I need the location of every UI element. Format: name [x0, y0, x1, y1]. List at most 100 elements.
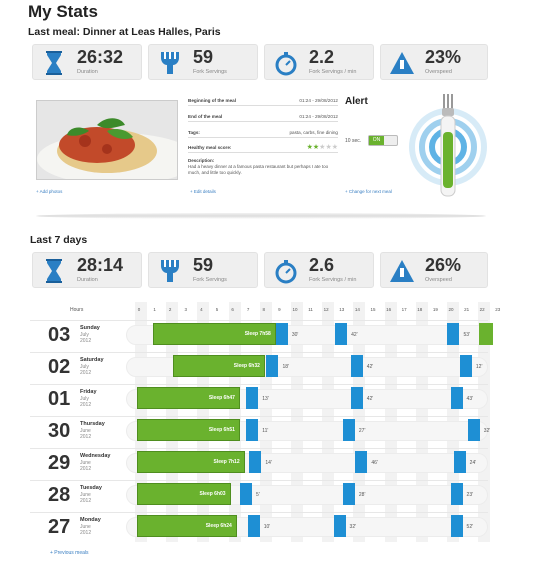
star-icon[interactable]: ★ [325, 144, 332, 151]
meal-bar[interactable] [342, 483, 355, 505]
meal-bar[interactable] [355, 451, 368, 473]
meal-bar[interactable] [450, 387, 463, 409]
meal-bar[interactable] [246, 387, 259, 409]
day-row[interactable]: 30 Thursday June 2012 [30, 416, 488, 444]
sleep-label: Sleep 6h24 [205, 523, 232, 529]
healthy-score-stars[interactable]: ★★★★★ [307, 143, 338, 151]
day-year: 2012 [80, 434, 92, 440]
hour-tick-label: 12 [323, 307, 329, 312]
week-fork-servings-label: Fork Servings [193, 277, 227, 283]
sleep-label: Sleep 7h58 [244, 331, 271, 337]
day-number: 03 [48, 324, 71, 346]
last-7-days-heading: Last 7 days [30, 234, 88, 246]
sleep-bar[interactable]: Sleep 6h32 [172, 355, 265, 377]
week-overspeed-label: Overspeed [425, 277, 452, 283]
previous-meals-link[interactable]: + Previous meals [50, 550, 89, 556]
hour-tick-label: 10 [292, 307, 298, 312]
meal-bar[interactable] [459, 355, 472, 377]
day-name: Friday [80, 389, 97, 395]
meal-bar[interactable] [246, 419, 259, 441]
fork-servings-label: Fork Servings [193, 69, 227, 75]
hour-tick-label: 8 [262, 307, 266, 312]
stopwatch-icon [275, 260, 297, 284]
meal-end-value: 01:24 - 29/08/2012 [299, 114, 338, 119]
week-overspeed-value: 26% [425, 255, 462, 275]
alert-toggle[interactable]: ON [368, 135, 398, 146]
meal-duration-label: 10' [263, 524, 271, 530]
meal-duration-label: 12' [475, 364, 483, 370]
sleep-bar[interactable] [478, 323, 493, 345]
day-row[interactable]: 01 Friday July 2012 [30, 384, 488, 412]
star-icon[interactable]: ★ [331, 144, 338, 151]
meal-tags-key: Tags: [188, 130, 200, 135]
star-icon[interactable]: ★ [306, 144, 313, 151]
sleep-bar[interactable]: Sleep 7h12 [137, 451, 245, 473]
hour-tick-label: 11 [308, 307, 313, 312]
sleep-bar[interactable]: Sleep 6h03 [137, 483, 231, 505]
overspeed-label: Overspeed [425, 69, 452, 75]
meal-tags-value: pasta, carbs, fine dining [289, 130, 338, 135]
meal-detail-card [32, 94, 487, 206]
sleep-label: Sleep 6h51 [208, 427, 235, 433]
edit-details-link[interactable]: + Edit details [190, 189, 216, 194]
meal-duration-label: 30' [291, 332, 299, 338]
sleep-bar[interactable]: Sleep 7h58 [152, 323, 276, 345]
meal-bar[interactable] [275, 323, 288, 345]
meal-bar[interactable] [467, 419, 480, 441]
overspeed-warning-icon [390, 52, 414, 74]
week-rate-value: 2.6 [309, 255, 335, 275]
sleep-bar[interactable]: Sleep 6h47 [137, 387, 240, 409]
week-rate-label: Fork Servings / min [309, 277, 357, 283]
rate-label: Fork Servings / min [309, 69, 357, 75]
day-month: July [80, 332, 89, 338]
alert-toggle-on: ON [369, 136, 384, 145]
section-divider [36, 213, 486, 219]
hapifork-device-icon [409, 94, 487, 197]
day-number: 27 [48, 516, 71, 538]
week-rate-stat: 2.6 Fork Servings / min [264, 252, 374, 288]
meal-bar[interactable] [450, 515, 463, 537]
change-next-meal-link[interactable]: + Change for next meal [345, 189, 392, 194]
hour-tick-label: 9 [278, 307, 281, 312]
day-month: June [80, 524, 91, 530]
star-icon[interactable]: ★ [319, 144, 326, 151]
meal-end-key: End of the meal [188, 114, 223, 119]
meal-duration-label: 32' [349, 524, 357, 530]
meal-bar[interactable] [335, 323, 348, 345]
meal-bar[interactable] [247, 515, 260, 537]
day-year: 2012 [80, 370, 92, 376]
meal-bar[interactable] [342, 419, 355, 441]
meal-bar[interactable] [266, 355, 279, 377]
meal-duration-label: 52' [466, 524, 474, 530]
star-icon[interactable]: ★ [312, 144, 320, 151]
day-year: 2012 [80, 402, 92, 408]
meal-duration-label: 5' [255, 492, 260, 498]
fork-servings-stat: 59 Fork Servings [148, 44, 258, 80]
add-photos-link[interactable]: + Add photos [36, 189, 63, 194]
hour-tick-label: 22 [479, 307, 485, 312]
meal-duration-label: 42' [366, 364, 374, 370]
sleep-bar[interactable]: Sleep 6h24 [137, 515, 237, 537]
day-year: 2012 [80, 466, 92, 472]
day-year: 2012 [80, 498, 92, 504]
duration-stat: 26:32 Duration [32, 44, 142, 80]
day-number: 29 [48, 452, 71, 474]
meal-bar[interactable] [333, 515, 346, 537]
hour-tick-label: 3 [184, 307, 188, 312]
meal-bar[interactable] [350, 355, 363, 377]
meal-photo[interactable] [36, 100, 178, 180]
meal-bar[interactable] [453, 451, 466, 473]
meal-bar[interactable] [447, 323, 460, 345]
week-fork-servings-stat: 59 Fork Servings [148, 252, 258, 288]
hour-tick-label: 7 [246, 307, 250, 312]
sleep-bar[interactable]: Sleep 6h51 [137, 419, 240, 441]
meal-bar[interactable] [239, 483, 252, 505]
hour-tick-label: 17 [401, 307, 407, 312]
day-month: July [80, 364, 89, 370]
duration-label: Duration [77, 69, 98, 75]
meal-duration-label: 43' [466, 396, 474, 402]
meal-bar[interactable] [249, 451, 262, 473]
week-fork-servings-value: 59 [193, 255, 214, 275]
meal-bar[interactable] [450, 483, 463, 505]
meal-bar[interactable] [350, 387, 363, 409]
